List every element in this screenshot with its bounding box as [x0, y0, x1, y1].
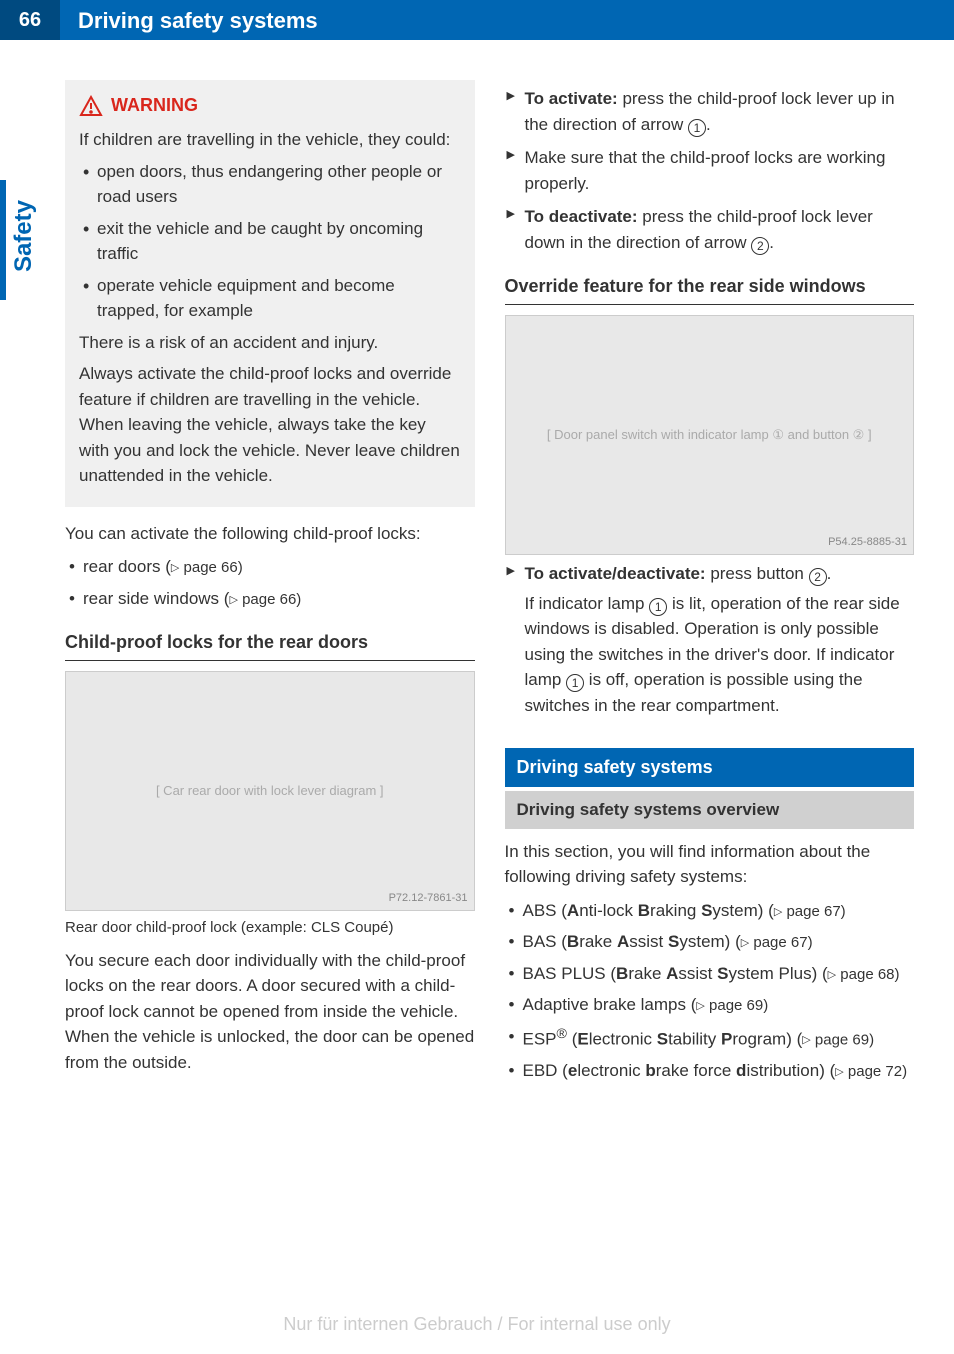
callout-number-icon: 1 — [649, 598, 667, 616]
warning-advice: Always activate the child-proof locks an… — [79, 361, 461, 489]
list-item: rear side windows (▷ page 66) — [65, 586, 475, 612]
side-tab: Safety — [6, 200, 42, 272]
subsection-bar: Driving safety systems overview — [505, 791, 915, 829]
figure-id: P54.25-8885-31 — [828, 534, 907, 551]
section-bar: Driving safety systems — [505, 748, 915, 787]
list-item: BAS PLUS (Brake Assist System Plus) (▷ p… — [505, 961, 915, 987]
pageref-icon: ▷ — [828, 967, 836, 984]
pageref-icon: ▷ — [774, 904, 782, 921]
right-column: To activate: press the child-proof lock … — [505, 80, 915, 1089]
callout-number-icon: 1 — [688, 119, 706, 137]
warning-bullet: open doors, thus endangering other peopl… — [79, 159, 461, 210]
pageref-icon: ▷ — [696, 998, 704, 1015]
activate-step: To activate/deactivate: press button 2. … — [505, 561, 915, 718]
figure-placeholder: [ Car rear door with lock lever diagram … — [156, 781, 384, 801]
pageref-icon: ▷ — [229, 592, 237, 609]
subheading: Child-proof locks for the rear doors — [65, 629, 475, 661]
left-para: You secure each door individually with t… — [65, 948, 475, 1076]
subheading: Override feature for the rear side windo… — [505, 273, 915, 305]
list-item: BAS (Brake Assist System) (▷ page 67) — [505, 929, 915, 955]
callout-number-icon: 2 — [809, 568, 827, 586]
pageref-icon: ▷ — [802, 1032, 810, 1049]
warning-intro: If children are travelling in the vehicl… — [79, 127, 461, 153]
lock-list: rear doors (▷ page 66) rear side windows… — [65, 554, 475, 611]
step-item: To deactivate: press the child-proof loc… — [505, 204, 915, 255]
step-item: Make sure that the child-proof locks are… — [505, 145, 915, 196]
warning-label: WARNING — [111, 92, 198, 119]
warning-bullets: open doors, thus endangering other peopl… — [79, 159, 461, 324]
page-header: 66 Driving safety systems — [0, 0, 954, 40]
warning-bullet: exit the vehicle and be caught by oncomi… — [79, 216, 461, 267]
list-item: Adaptive brake lamps (▷ page 69) — [505, 992, 915, 1018]
figure-override: [ Door panel switch with indicator lamp … — [505, 315, 915, 555]
warning-bullet: operate vehicle equipment and become tra… — [79, 273, 461, 324]
pageref-icon: ▷ — [835, 1064, 843, 1081]
overview-intro: In this section, you will find informati… — [505, 839, 915, 890]
step-item: To activate: press the child-proof lock … — [505, 86, 915, 137]
list-item: EBD (electronic brake force distribution… — [505, 1058, 915, 1084]
left-intro: You can activate the following child-pro… — [65, 521, 475, 547]
page-number: 66 — [0, 0, 60, 40]
footer-watermark: Nur für internen Gebrauch / For internal… — [0, 1311, 954, 1338]
step-item: To activate/deactivate: press button 2. … — [505, 561, 915, 718]
warning-triangle-icon — [79, 95, 103, 117]
list-item: ABS (Anti-lock Braking System) (▷ page 6… — [505, 898, 915, 924]
warning-header: WARNING — [79, 92, 461, 119]
callout-number-icon: 1 — [566, 674, 584, 692]
figure-child-lock: [ Car rear door with lock lever diagram … — [65, 671, 475, 911]
header-title: Driving safety systems — [60, 4, 318, 37]
figure-placeholder: [ Door panel switch with indicator lamp … — [547, 425, 872, 445]
warning-risk: There is a risk of an accident and injur… — [79, 330, 461, 356]
warning-box: WARNING If children are travelling in th… — [65, 80, 475, 507]
list-item: ESP® (Electronic Stability Program) (▷ p… — [505, 1024, 915, 1052]
left-column: WARNING If children are travelling in th… — [65, 80, 475, 1089]
figure-caption: Rear door child-proof lock (example: CLS… — [65, 917, 475, 940]
list-item: rear doors (▷ page 66) — [65, 554, 475, 580]
callout-number-icon: 2 — [751, 237, 769, 255]
systems-list: ABS (Anti-lock Braking System) (▷ page 6… — [505, 898, 915, 1084]
figure-id: P72.12-7861-31 — [389, 890, 468, 907]
pageref-icon: ▷ — [741, 935, 749, 952]
step-list: To activate: press the child-proof lock … — [505, 86, 915, 255]
